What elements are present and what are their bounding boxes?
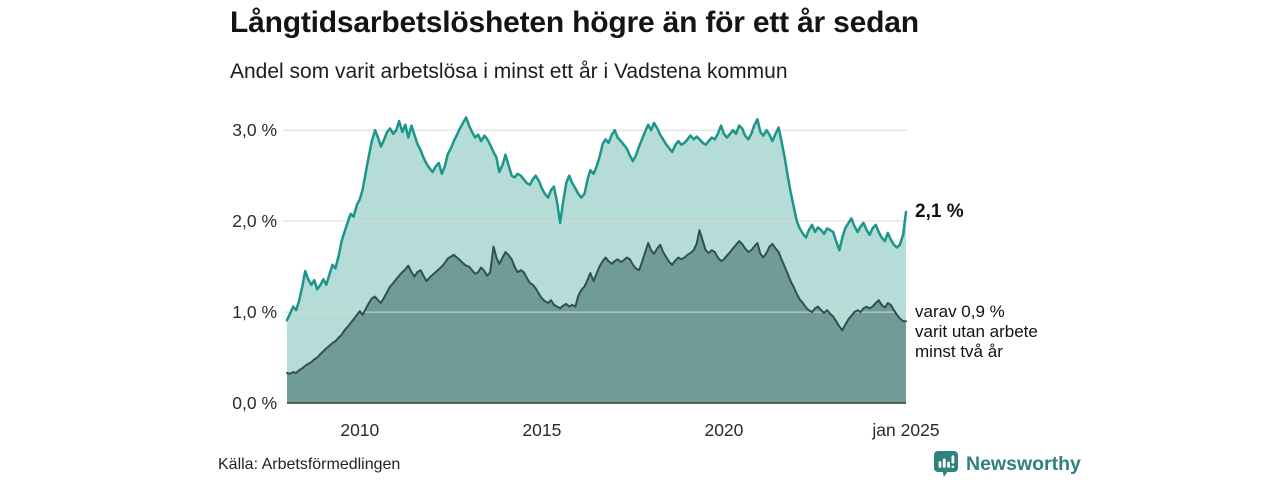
x-tick-label: jan 2025 bbox=[872, 420, 940, 440]
x-tick-label: 2020 bbox=[704, 420, 744, 440]
newsworthy-logo: Newsworthy bbox=[933, 450, 1081, 478]
y-tick-label: 3,0 % bbox=[232, 120, 277, 141]
y-tick-label: 2,0 % bbox=[232, 211, 277, 232]
y-tick-label: 1,0 % bbox=[232, 302, 277, 323]
chart-subtitle: Andel som varit arbetslösa i minst ett å… bbox=[230, 60, 788, 83]
source-label: Källa: Arbetsförmedlingen bbox=[218, 456, 401, 473]
x-tick-label: 2010 bbox=[340, 420, 380, 440]
line-series-1 bbox=[286, 229, 907, 375]
secondary-value-label: varav 0,9 % varit utan arbete minst två … bbox=[915, 302, 1038, 362]
y-tick-label: 0,0 % bbox=[232, 393, 277, 413]
x-tick-label: 2015 bbox=[522, 420, 562, 440]
area-series-1 bbox=[287, 230, 906, 403]
latest-value-label: 2,1 % bbox=[915, 201, 964, 223]
chart-title: Långtidsarbetslösheten högre än för ett … bbox=[230, 6, 919, 39]
newsworthy-logo-icon bbox=[934, 451, 958, 477]
line-series-0 bbox=[285, 116, 908, 322]
newsworthy-logo-text: Newsworthy bbox=[966, 452, 1081, 475]
